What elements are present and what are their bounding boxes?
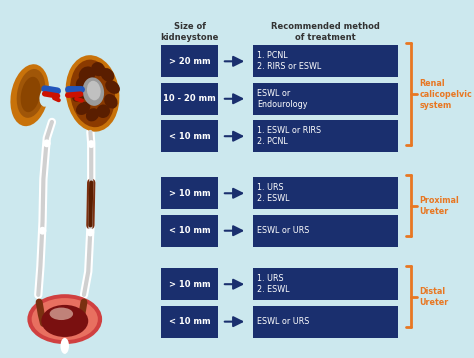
Text: Renal
calicopelvic
system: Renal calicopelvic system bbox=[419, 79, 472, 110]
Ellipse shape bbox=[65, 55, 119, 132]
Text: 10 - 20 mm: 10 - 20 mm bbox=[164, 94, 216, 103]
Text: ESWL or URS: ESWL or URS bbox=[257, 317, 310, 326]
Ellipse shape bbox=[41, 305, 88, 337]
Text: > 10 mm: > 10 mm bbox=[169, 189, 210, 198]
Ellipse shape bbox=[100, 68, 114, 82]
Ellipse shape bbox=[61, 338, 69, 354]
Text: > 10 mm: > 10 mm bbox=[169, 280, 210, 289]
Ellipse shape bbox=[76, 76, 90, 90]
Text: < 10 mm: < 10 mm bbox=[169, 226, 210, 235]
Ellipse shape bbox=[73, 89, 87, 102]
Text: 1. ESWL or RIRS
2. PCNL: 1. ESWL or RIRS 2. PCNL bbox=[257, 126, 321, 146]
FancyBboxPatch shape bbox=[253, 177, 398, 209]
Text: Proximal
Ureter: Proximal Ureter bbox=[419, 196, 459, 216]
Text: < 10 mm: < 10 mm bbox=[169, 132, 210, 141]
Ellipse shape bbox=[96, 105, 110, 118]
Ellipse shape bbox=[104, 94, 118, 108]
Text: Distal
Ureter: Distal Ureter bbox=[419, 287, 448, 307]
FancyBboxPatch shape bbox=[253, 306, 398, 338]
Ellipse shape bbox=[70, 60, 115, 127]
Text: Size of
kidneystone: Size of kidneystone bbox=[161, 22, 219, 42]
Ellipse shape bbox=[21, 77, 41, 112]
FancyBboxPatch shape bbox=[161, 45, 219, 77]
FancyBboxPatch shape bbox=[161, 306, 219, 338]
Ellipse shape bbox=[86, 108, 99, 121]
Ellipse shape bbox=[82, 77, 104, 106]
Ellipse shape bbox=[10, 64, 49, 126]
Ellipse shape bbox=[43, 139, 51, 147]
Text: < 10 mm: < 10 mm bbox=[169, 317, 210, 326]
FancyBboxPatch shape bbox=[253, 120, 398, 152]
Text: 1. URS
2. ESWL: 1. URS 2. ESWL bbox=[257, 274, 290, 294]
Text: ESWL or URS: ESWL or URS bbox=[257, 226, 310, 235]
Text: 1. PCNL
2. RIRS or ESWL: 1. PCNL 2. RIRS or ESWL bbox=[257, 51, 321, 71]
FancyBboxPatch shape bbox=[253, 83, 398, 115]
Ellipse shape bbox=[27, 294, 102, 344]
Ellipse shape bbox=[39, 227, 46, 234]
Text: 1. URS
2. ESWL: 1. URS 2. ESWL bbox=[257, 183, 290, 203]
Ellipse shape bbox=[87, 228, 94, 236]
FancyBboxPatch shape bbox=[161, 83, 219, 115]
Text: ESWL or
Endourology: ESWL or Endourology bbox=[257, 89, 308, 109]
Ellipse shape bbox=[17, 69, 46, 118]
Ellipse shape bbox=[39, 87, 53, 107]
Ellipse shape bbox=[79, 67, 95, 83]
FancyBboxPatch shape bbox=[253, 268, 398, 300]
FancyBboxPatch shape bbox=[253, 215, 398, 247]
Text: Recommended method
of treatment: Recommended method of treatment bbox=[271, 22, 380, 42]
FancyBboxPatch shape bbox=[253, 45, 398, 77]
FancyBboxPatch shape bbox=[161, 120, 219, 152]
FancyBboxPatch shape bbox=[161, 215, 219, 247]
Ellipse shape bbox=[76, 102, 90, 115]
FancyBboxPatch shape bbox=[161, 177, 219, 209]
Ellipse shape bbox=[87, 140, 95, 148]
Ellipse shape bbox=[32, 298, 98, 340]
Ellipse shape bbox=[105, 80, 120, 94]
Ellipse shape bbox=[50, 308, 73, 320]
Text: > 20 mm: > 20 mm bbox=[169, 57, 210, 66]
FancyBboxPatch shape bbox=[161, 268, 219, 300]
Ellipse shape bbox=[87, 81, 100, 100]
Ellipse shape bbox=[91, 62, 105, 76]
